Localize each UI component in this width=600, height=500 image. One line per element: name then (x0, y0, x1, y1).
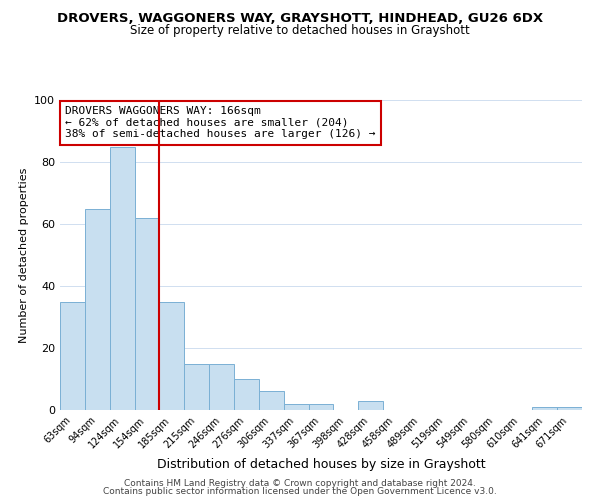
Text: Contains public sector information licensed under the Open Government Licence v3: Contains public sector information licen… (103, 487, 497, 496)
Text: Contains HM Land Registry data © Crown copyright and database right 2024.: Contains HM Land Registry data © Crown c… (124, 478, 476, 488)
Bar (134, 218, 160, 410)
Bar (60, 302, 85, 410)
Bar (184, 364, 209, 410)
Bar (160, 302, 184, 410)
Bar (557, 407, 582, 410)
Bar (209, 364, 234, 410)
Text: DROVERS, WAGGONERS WAY, GRAYSHOTT, HINDHEAD, GU26 6DX: DROVERS, WAGGONERS WAY, GRAYSHOTT, HINDH… (57, 12, 543, 26)
Bar (284, 404, 308, 410)
Bar (85, 208, 110, 410)
Bar (110, 146, 134, 410)
X-axis label: Distribution of detached houses by size in Grayshott: Distribution of detached houses by size … (157, 458, 485, 471)
Text: Size of property relative to detached houses in Grayshott: Size of property relative to detached ho… (130, 24, 470, 37)
Bar (308, 404, 334, 410)
Bar (259, 392, 284, 410)
Bar (532, 407, 557, 410)
Y-axis label: Number of detached properties: Number of detached properties (19, 168, 29, 342)
Bar (358, 400, 383, 410)
Bar (234, 379, 259, 410)
Text: DROVERS WAGGONERS WAY: 166sqm
← 62% of detached houses are smaller (204)
38% of : DROVERS WAGGONERS WAY: 166sqm ← 62% of d… (65, 106, 376, 140)
